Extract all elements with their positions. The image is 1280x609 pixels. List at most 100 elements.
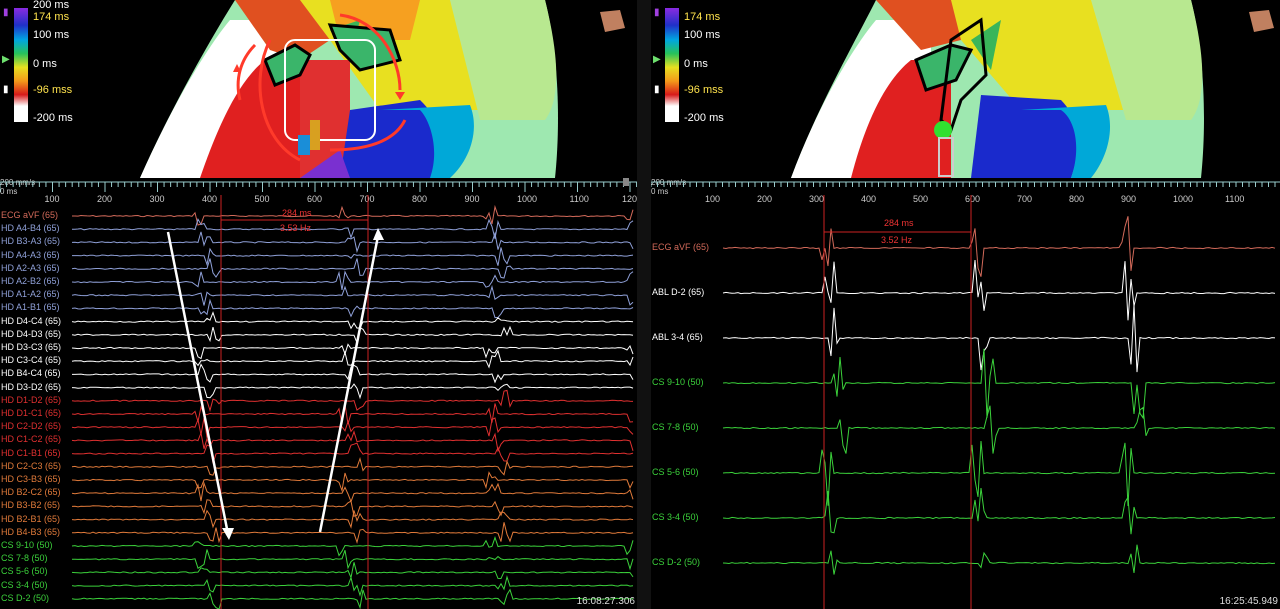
left-trace-label[interactable]: HD D3-D2 (65) xyxy=(1,381,62,392)
right-scale-tick: 200 xyxy=(757,194,773,204)
left-scroll-handle[interactable] xyxy=(623,178,629,186)
left-lower-threshold-handle-icon[interactable]: ▮ xyxy=(3,84,9,95)
right-trace-line xyxy=(722,348,1276,420)
left-trace-label[interactable]: HD D4-D3 (65) xyxy=(1,328,62,339)
right-map-graphic xyxy=(651,0,1280,178)
left-trace-line xyxy=(71,417,634,438)
left-trace-label[interactable]: HD D1-D2 (65) xyxy=(1,394,62,405)
right-scale-tick: 300 xyxy=(809,194,825,204)
left-trace-line xyxy=(71,389,634,413)
left-zero-pointer-icon[interactable]: ▶ xyxy=(2,54,10,65)
left-trace-label[interactable]: HD B2-C2 (65) xyxy=(1,487,61,498)
left-trace-label[interactable]: HD C2-C3 (65) xyxy=(1,460,62,471)
left-trace-line xyxy=(71,270,634,290)
right-trace-label[interactable]: ABL 3-4 (65) xyxy=(652,332,703,342)
right-scale-tick: 500 xyxy=(913,194,929,204)
left-trace-label[interactable]: HD B3-A3 (65) xyxy=(1,236,61,247)
left-trace-label[interactable]: HD D4-C4 (65) xyxy=(1,315,62,326)
right-trace-label[interactable]: CS 7-8 (50) xyxy=(652,422,699,432)
left-interval-value: 284 ms xyxy=(282,208,312,218)
right-scale-tick: 800 xyxy=(1069,194,1085,204)
left-trace-label[interactable]: CS 9-10 (50) xyxy=(1,540,53,550)
left-activation-map[interactable]: 200 ms 174 ms 100 ms 0 ms -96 mss -200 m… xyxy=(0,0,637,178)
right-trace-label[interactable]: ABL D-2 (65) xyxy=(652,287,705,297)
right-zero-pointer-icon[interactable]: ▶ xyxy=(653,54,661,65)
left-arrowhead-down-icon xyxy=(222,528,234,540)
right-legend-100: 100 ms xyxy=(684,29,721,41)
left-trace-line xyxy=(71,284,634,306)
right-lower-threshold-handle-icon[interactable]: ▮ xyxy=(654,84,660,95)
left-scale-zero: 0 ms xyxy=(0,187,18,196)
right-scale-tick: 100 xyxy=(705,194,721,204)
left-trace-line xyxy=(71,456,634,476)
right-scale-tick: 600 xyxy=(965,194,981,204)
left-trace-label[interactable]: HD A4-A3 (65) xyxy=(1,249,60,260)
right-trace-line xyxy=(722,488,1276,535)
right-time-scale: 200 mm/s 0 ms 100 200 300 400 500 600 700 800 90… xyxy=(651,178,1280,208)
right-ruler-ticks xyxy=(651,181,1280,187)
left-trace-label[interactable]: HD C3-C4 (65) xyxy=(1,355,62,366)
left-upper-threshold-handle-icon[interactable]: ▮ xyxy=(3,7,9,18)
right-trace-line xyxy=(722,405,1276,454)
left-trace-label[interactable]: HD D1-C1 (65) xyxy=(1,408,62,418)
left-timestamp: 16:08:27.306 xyxy=(576,596,635,607)
left-trace-label[interactable]: HD A2-B2 (65) xyxy=(1,276,60,286)
right-trace-label[interactable]: CS 3-4 (50) xyxy=(652,512,699,522)
right-scale-tick: 400 xyxy=(861,194,877,204)
right-legend-0: 0 ms xyxy=(684,58,708,70)
left-trace-label[interactable]: HD A2-A3 (65) xyxy=(1,262,60,273)
left-trace-label[interactable]: CS D-2 (50) xyxy=(1,592,50,603)
left-trace-label[interactable]: HD C1-B1 (65) xyxy=(1,447,61,458)
left-trace-label[interactable]: HD D3-C3 (65) xyxy=(1,342,62,352)
left-trace-label[interactable]: HD A1-A2 (65) xyxy=(1,289,60,300)
left-scale-tick: 900 xyxy=(464,194,480,204)
left-scale-tick: 200 xyxy=(97,194,113,204)
left-trace-label[interactable]: ECG aVF (65) xyxy=(1,210,59,220)
left-ruler-ticks xyxy=(0,181,637,192)
right-trace-label[interactable]: CS 5-6 (50) xyxy=(652,467,699,477)
left-trace-line xyxy=(72,204,634,226)
right-activation-map[interactable]: 174 ms 100 ms 0 ms -96 mss -200 ms ▮ ▶ ▮ xyxy=(651,0,1280,178)
left-trace-line xyxy=(71,325,634,345)
left-frequency-value: 3.53 Hz xyxy=(280,223,312,233)
left-trace-line xyxy=(71,343,634,360)
left-legend-neg96: -96 mss xyxy=(33,84,73,96)
left-trace-label[interactable]: HD C3-B3 (65) xyxy=(1,474,61,484)
left-trace-label[interactable]: CS 3-4 (50) xyxy=(1,579,48,590)
left-trace-line xyxy=(71,231,634,254)
left-legend-neg200: -200 ms xyxy=(33,112,73,124)
left-trace-label[interactable]: CS 5-6 (50) xyxy=(1,566,48,577)
left-trace-line xyxy=(72,218,634,239)
left-scale-tick: 800 xyxy=(412,194,428,204)
left-trace-label[interactable]: CS 7-8 (50) xyxy=(1,553,48,564)
right-trace-line xyxy=(722,260,1276,321)
right-mapping-panel: 174 ms 100 ms 0 ms -96 mss -200 ms ▮ ▶ ▮… xyxy=(651,0,1280,609)
left-trace-line xyxy=(71,471,634,493)
left-trace-label[interactable]: HD A4-B4 (65) xyxy=(1,223,60,234)
left-trace-line xyxy=(71,403,634,425)
left-trace-label[interactable]: HD B3-B2 (65) xyxy=(1,500,61,511)
right-trace-label[interactable]: CS D-2 (50) xyxy=(652,557,701,567)
right-legend-neg200: -200 ms xyxy=(684,112,724,124)
left-legend-top: 174 ms xyxy=(33,11,70,23)
left-trace-label[interactable]: HD B2-B1 (65) xyxy=(1,513,61,524)
left-trace-line xyxy=(72,247,634,267)
right-trace-label[interactable]: CS 9-10 (50) xyxy=(652,377,704,387)
left-trace-line xyxy=(71,442,634,464)
left-trace-label[interactable]: HD B4-B3 (65) xyxy=(1,526,61,537)
right-upper-threshold-handle-icon[interactable]: ▮ xyxy=(654,7,660,18)
left-scale-tick: 1000 xyxy=(517,194,538,204)
left-trace-label[interactable]: HD C2-D2 (65) xyxy=(1,421,62,432)
left-trace-label[interactable]: HD C1-C2 (65) xyxy=(1,434,62,445)
left-electrogram-traces xyxy=(71,195,634,609)
left-trace-label[interactable]: HD B4-C4 (65) xyxy=(1,368,61,379)
right-trace-line xyxy=(722,304,1276,373)
left-trace-line xyxy=(71,430,634,453)
left-trace-label[interactable]: HD A1-B1 (65) xyxy=(1,302,60,313)
panel-divider xyxy=(637,0,651,609)
right-trace-label[interactable]: ECG aVF (65) xyxy=(652,242,710,252)
right-trace-line xyxy=(722,544,1276,575)
left-time-scale: 200 mm/s 0 ms 100 200 300 400 500 600 700 800 90… xyxy=(0,178,637,208)
left-scale-tick: 300 xyxy=(149,194,165,204)
left-trace-line xyxy=(71,258,634,279)
